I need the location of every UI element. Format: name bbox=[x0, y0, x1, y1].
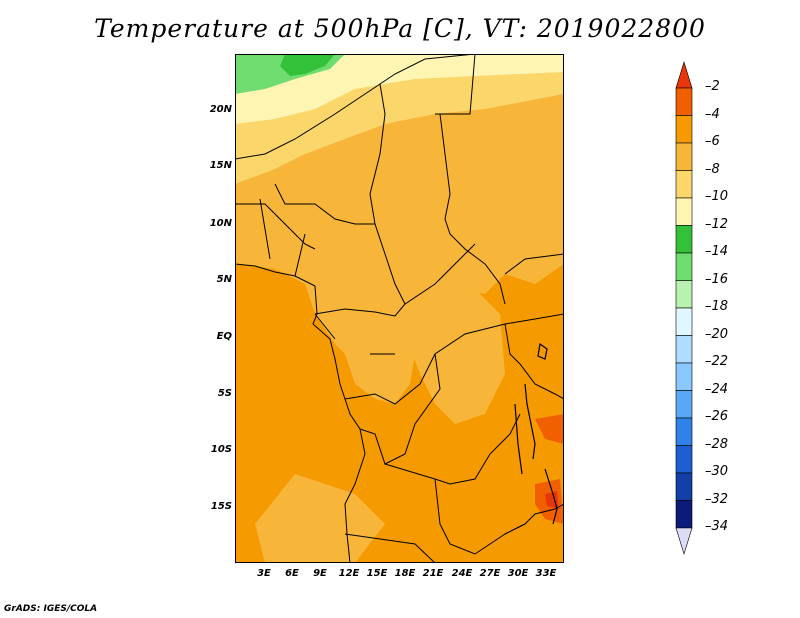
lon-label: 33E bbox=[535, 568, 557, 579]
lakes bbox=[514, 342, 558, 525]
colorbar bbox=[675, 60, 693, 556]
colorbar-arrow-bottom bbox=[675, 527, 693, 556]
colorbar-swatch bbox=[675, 445, 693, 474]
colorbar-swatch bbox=[675, 197, 693, 226]
lon-label: 27E bbox=[479, 568, 501, 579]
map-title: Temperature at 500hPa [C], VT: 201902280… bbox=[94, 14, 706, 43]
colorbar-swatch bbox=[675, 87, 693, 116]
lon-label: 24E bbox=[451, 568, 473, 579]
temp-field-minus14 bbox=[280, 54, 335, 76]
colorbar-swatch bbox=[675, 500, 693, 529]
colorbar-label: –32 bbox=[705, 491, 729, 507]
colorbar-swatch bbox=[675, 280, 693, 309]
lat-label: 5S bbox=[217, 388, 232, 399]
colorbar-label: –30 bbox=[705, 464, 729, 479]
colorbar-label: –16 bbox=[705, 271, 729, 287]
temperature-map bbox=[235, 54, 564, 563]
colorbar-label: –26 bbox=[705, 409, 729, 424]
lon-label: 21E bbox=[422, 568, 444, 579]
colorbar-label: –12 bbox=[705, 216, 729, 232]
lon-label: 30E bbox=[507, 568, 529, 579]
temp-field-minus8-central bbox=[405, 279, 505, 424]
lat-label: 10N bbox=[209, 218, 232, 229]
map-frame bbox=[235, 54, 564, 563]
lat-label: 5N bbox=[216, 274, 232, 285]
lat-label: 15S bbox=[210, 501, 232, 512]
temp-field-minus8-south bbox=[255, 474, 385, 563]
colorbar-swatch bbox=[675, 170, 693, 199]
colorbar-label: –20 bbox=[705, 326, 729, 342]
lon-label: 9E bbox=[313, 568, 327, 579]
colorbar-swatch bbox=[675, 142, 693, 171]
colorbar-arrow-top bbox=[675, 60, 693, 89]
colorbar-label: –18 bbox=[705, 299, 729, 314]
lon-label: 6E bbox=[285, 568, 299, 579]
colorbar-swatch bbox=[675, 335, 693, 364]
lon-label: 15E bbox=[366, 568, 388, 579]
colorbar-label: –10 bbox=[705, 189, 729, 204]
colorbar-label: –2 bbox=[705, 79, 720, 94]
colorbar-label: –6 bbox=[705, 134, 720, 149]
colorbar-swatch bbox=[675, 362, 693, 391]
colorbar-label: –4 bbox=[705, 106, 720, 122]
colorbar-swatch bbox=[675, 252, 693, 281]
colorbar-label: –8 bbox=[705, 161, 720, 177]
country-borders bbox=[235, 54, 564, 563]
credit-text: GrADS: IGES/COLA bbox=[4, 604, 98, 614]
colorbar-swatch bbox=[675, 307, 693, 336]
colorbar-label: –14 bbox=[705, 244, 729, 259]
colorbar-swatch bbox=[675, 390, 693, 419]
lat-label: 10S bbox=[210, 444, 232, 455]
colorbar-swatch bbox=[675, 115, 693, 144]
colorbar-swatch bbox=[675, 472, 693, 501]
temp-field-minus4-east bbox=[535, 414, 564, 444]
lon-label: 12E bbox=[338, 568, 360, 579]
lon-label: 3E bbox=[257, 568, 271, 579]
lon-label: 18E bbox=[394, 568, 416, 579]
lat-label: 20N bbox=[209, 104, 232, 115]
colorbar-label: –34 bbox=[705, 519, 729, 534]
lat-label: EQ bbox=[216, 331, 232, 342]
colorbar-label: –22 bbox=[705, 354, 729, 369]
lat-label: 15N bbox=[209, 160, 232, 171]
temp-field-minus8 bbox=[235, 84, 564, 404]
colorbar-swatch bbox=[675, 225, 693, 254]
colorbar-swatch bbox=[675, 417, 693, 446]
colorbar-label: –28 bbox=[705, 436, 729, 452]
colorbar-label: –24 bbox=[705, 381, 729, 397]
